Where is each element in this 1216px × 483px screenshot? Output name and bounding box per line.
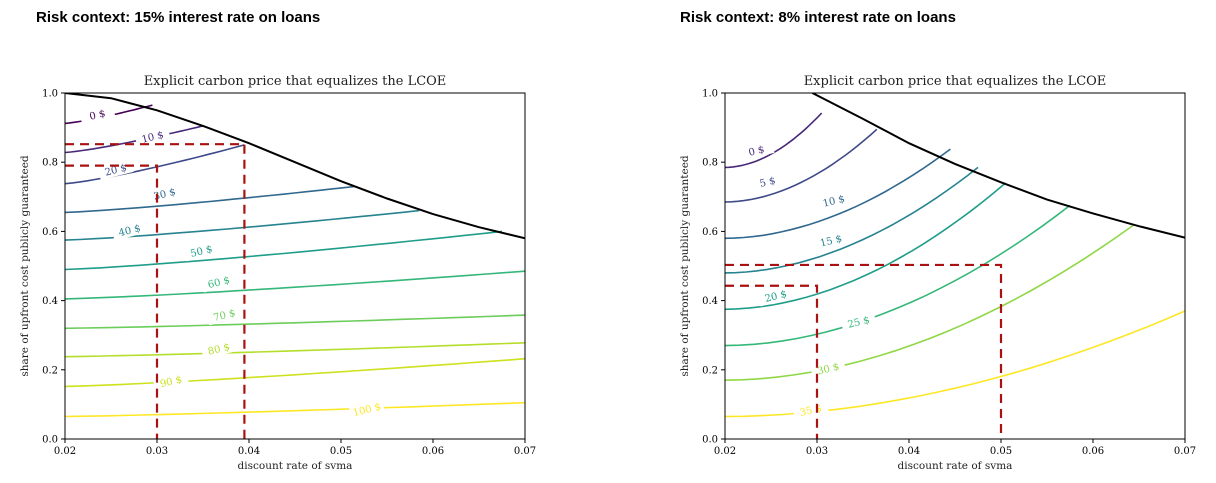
contour-line [65, 314, 525, 330]
contour-label-bg [812, 229, 849, 251]
y-tick-label: 0.2 [702, 365, 718, 376]
contour-label: 15 $ [819, 233, 843, 249]
contour-label: 30 $ [816, 361, 840, 377]
y-tick-label: 0.6 [42, 227, 58, 238]
contour-chart-right: 0 $5 $10 $15 $20 $25 $30 $35 $0.02 0.03 0.… [679, 74, 1196, 472]
contour-label: 25 $ [847, 315, 871, 331]
contour-label: 80 $ [207, 342, 231, 358]
contour-label-bg [840, 310, 877, 333]
contour-line [65, 125, 204, 154]
contour-chart-left: 0 $ 10 $ 20 $ 30 $ 40 $ 50 $ 60 $ 70 $ 80 $ 90 $ 1… [19, 74, 536, 472]
y-tick-label: 1.0 [702, 89, 718, 100]
x-tick-label: 0.06 [1082, 446, 1104, 457]
reference-dashed-line [725, 263, 1003, 439]
contour-line [65, 401, 525, 418]
contour-line [65, 185, 355, 214]
y-tick-label: 0.8 [42, 158, 58, 169]
y-tick-label: 0.4 [702, 296, 718, 307]
contour-line [725, 166, 979, 274]
plot-area: 0 $ 10 $ 20 $ 30 $ 40 $ 50 $ 60 $ 70 $ 80 $ 90 $ 1… [65, 93, 525, 439]
contour-label-bg [738, 139, 775, 161]
y-tick-label: 0.2 [42, 365, 58, 376]
panel-heading-right: Risk context: 8% interest rate on loans [680, 9, 956, 26]
contour-line [725, 310, 1185, 418]
x-tick-label: 0.07 [514, 446, 536, 457]
y-tick-label: 0.0 [42, 435, 58, 446]
x-axis-label: discount rate of svma [238, 460, 353, 472]
contour-label-bg [200, 337, 237, 360]
x-tick-label: 0.06 [422, 446, 444, 457]
x-tick-label: 0.02 [54, 446, 76, 457]
x-tick-label: 0.02 [714, 446, 736, 457]
contour-line [725, 223, 1135, 381]
contour-label: 30 $ [153, 187, 177, 203]
contour-label: 100 $ [352, 402, 382, 420]
feasibility-boundary [65, 93, 525, 240]
axes-frame [64, 92, 526, 440]
contour-label: 10 $ [822, 194, 846, 210]
contour-label: 20 $ [104, 163, 128, 179]
contour-line [725, 204, 1071, 347]
contour-label: 40 $ [118, 223, 142, 239]
reference-dashed-line [65, 143, 246, 439]
contour-label-bg [200, 270, 237, 293]
chart-title: Explicit carbon price that equalizes the… [804, 74, 1107, 89]
contour-label-bg [152, 369, 189, 392]
y-axis-label: share of upfront cost publicly guarantee… [19, 155, 31, 377]
contour-line [725, 182, 1007, 311]
contour-label-bg [749, 170, 786, 193]
contour-label-bg [348, 397, 385, 420]
contour-label-bg [97, 158, 134, 181]
plot-area: 0 $5 $10 $15 $20 $25 $30 $35 $ [725, 93, 1185, 439]
contour-label-bg [134, 125, 171, 148]
contour-label: 50 $ [189, 244, 213, 260]
contour-label: 20 $ [764, 289, 788, 305]
x-tick-label: 0.07 [1174, 446, 1196, 457]
y-tick-label: 0.8 [702, 158, 718, 169]
contour-label-bg [815, 189, 852, 212]
contour-label-bg [205, 303, 243, 326]
contour-label: 70 $ [212, 308, 236, 324]
contour-label-bg [792, 398, 829, 421]
x-axis-label: discount rate of svma [898, 460, 1013, 472]
contour-label: 90 $ [159, 374, 183, 390]
contour-line [65, 357, 525, 388]
x-tick-label: 0.03 [146, 446, 168, 457]
y-tick-label: 1.0 [42, 89, 58, 100]
contour-label-bg [182, 239, 220, 262]
contour-label-bg [146, 182, 183, 205]
contour-line [65, 342, 525, 358]
x-tick-label: 0.04 [898, 446, 920, 457]
contour-line [65, 270, 525, 300]
contour-label: 60 $ [207, 275, 231, 291]
contour-line [725, 112, 823, 169]
axes-frame [724, 92, 1186, 440]
panel-heading-left: Risk context: 15% interest rate on loans [36, 9, 321, 26]
contour-line [725, 128, 878, 203]
contour-label: 5 $ [759, 175, 777, 190]
x-tick-label: 0.03 [806, 446, 828, 457]
y-tick-label: 0.6 [702, 227, 718, 238]
contour-label-bg [757, 284, 794, 307]
x-tick-label: 0.05 [330, 446, 352, 457]
contour-label-bg [111, 218, 148, 241]
x-tick-label: 0.04 [238, 446, 260, 457]
contour-label-bg [809, 357, 847, 379]
feasibility-boundary [811, 93, 1185, 239]
reference-dashed-line [725, 284, 819, 439]
contour-label-bg [79, 103, 116, 126]
contour-label: 10 $ [141, 130, 165, 146]
y-axis-label: share of upfront cost publicly guarantee… [679, 155, 691, 377]
contour-label: 0 $ [748, 144, 766, 159]
contour-line [65, 144, 245, 185]
contour-label: 0 $ [89, 108, 107, 123]
contour-line [725, 148, 951, 240]
reference-dashed-line [65, 164, 159, 439]
y-tick-label: 0.4 [42, 296, 58, 307]
x-tick-label: 0.05 [990, 446, 1012, 457]
contour-line [65, 230, 503, 271]
chart-title: Explicit carbon price that equalizes the… [144, 74, 447, 89]
y-tick-label: 0.0 [702, 435, 718, 446]
